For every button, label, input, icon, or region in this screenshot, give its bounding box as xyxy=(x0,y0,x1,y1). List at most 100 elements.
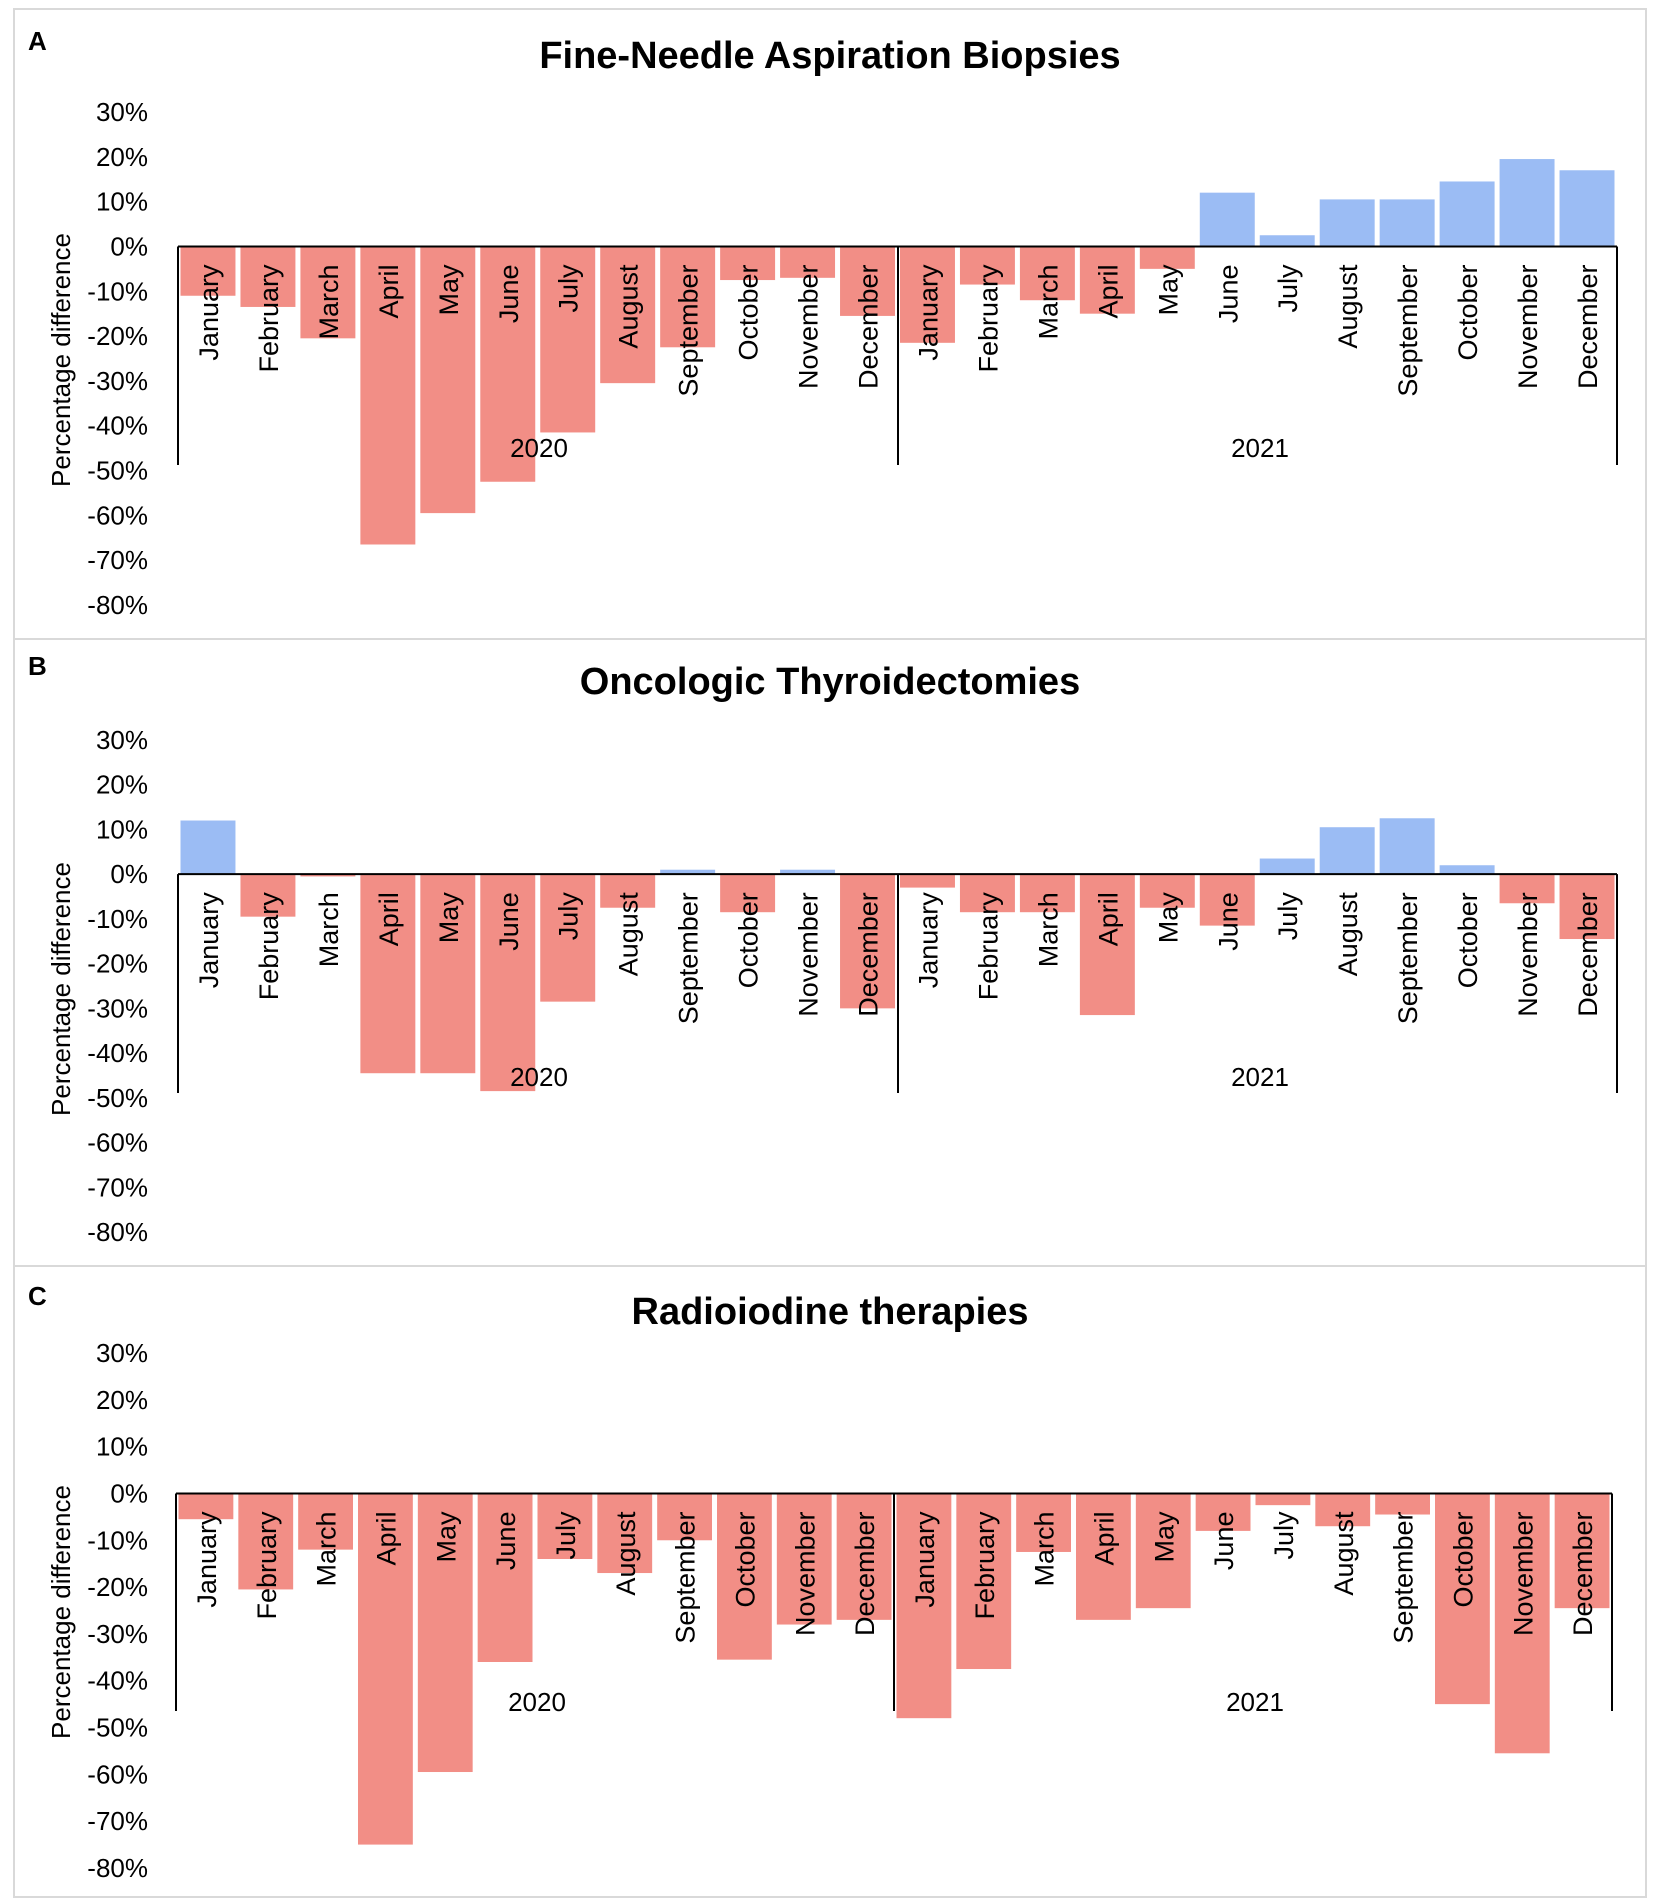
bar xyxy=(1135,1493,1191,1609)
month-label: July xyxy=(554,264,584,313)
bar xyxy=(956,1493,1012,1670)
bar xyxy=(1554,1493,1610,1609)
panel-b-letter: B xyxy=(28,651,47,681)
bar xyxy=(480,874,536,1092)
month-label: May xyxy=(1153,264,1183,316)
y-tick-label: -30% xyxy=(87,993,148,1023)
y-tick-label: -50% xyxy=(87,1083,148,1113)
bar xyxy=(240,874,296,917)
month-label: December xyxy=(854,264,884,389)
month-label: November xyxy=(794,892,824,1017)
panel-a-letter: A xyxy=(28,26,47,56)
bar xyxy=(298,1493,353,1550)
bar xyxy=(1499,874,1555,904)
bar xyxy=(840,874,895,1009)
bar xyxy=(1139,874,1195,908)
bar xyxy=(540,246,596,433)
bar xyxy=(1499,159,1555,247)
month-label: July xyxy=(1269,1511,1299,1560)
month-label: June xyxy=(491,1512,521,1571)
y-tick-label: 20% xyxy=(96,1385,148,1415)
month-label: April xyxy=(374,892,404,946)
y-tick-label: -40% xyxy=(87,411,148,441)
bar xyxy=(597,1493,653,1574)
month-label: October xyxy=(730,1511,760,1607)
bar xyxy=(238,1493,294,1590)
month-label: November xyxy=(1508,1511,1538,1636)
month-label: August xyxy=(614,264,644,349)
month-label: February xyxy=(254,264,284,373)
panel-a-bars xyxy=(180,159,1615,545)
y-tick-label: 30% xyxy=(96,725,148,755)
bar xyxy=(1199,192,1255,247)
month-label: February xyxy=(973,264,1003,373)
month-label: January xyxy=(914,264,944,361)
month-label: February xyxy=(973,892,1003,1001)
bar xyxy=(300,874,356,877)
bar xyxy=(780,869,836,875)
bar xyxy=(180,246,236,296)
y-tick-label: -70% xyxy=(87,545,148,575)
month-label: May xyxy=(1149,1511,1179,1563)
bar xyxy=(178,1493,234,1520)
month-label: September xyxy=(674,892,704,1024)
bar xyxy=(657,1493,712,1541)
month-label: January xyxy=(194,892,224,989)
panel-c-y-ticks: 30% 20% 10% 0% -10% -20% -30% -40% -50% -60% -70% -… xyxy=(87,1338,148,1883)
month-label: March xyxy=(314,265,344,340)
bar xyxy=(660,869,716,875)
y-tick-label: -60% xyxy=(87,500,148,530)
month-label: February xyxy=(252,1511,282,1620)
panel-b-y-ticks: 30% 20% 10% 0% -10% -20% -30% -40% -50% -60% -70% -… xyxy=(87,725,148,1247)
y-tick-label: -60% xyxy=(87,1128,148,1158)
y-tick-label: -10% xyxy=(87,1525,148,1555)
month-label: August xyxy=(1333,264,1363,349)
month-label: April xyxy=(1089,1512,1119,1566)
month-label: June xyxy=(1213,892,1243,951)
month-label: April xyxy=(374,265,404,319)
y-tick-label: -60% xyxy=(87,1759,148,1789)
month-label: May xyxy=(1153,892,1183,944)
bar xyxy=(600,246,656,384)
y-tick-label: -20% xyxy=(87,949,148,979)
bar xyxy=(900,246,955,343)
bar xyxy=(1199,874,1255,926)
bar xyxy=(360,246,416,545)
month-label: August xyxy=(1333,892,1363,977)
bar xyxy=(420,246,476,514)
month-label: February xyxy=(970,1511,1000,1620)
bar xyxy=(717,1493,772,1660)
bar xyxy=(959,874,1015,913)
bar xyxy=(1439,865,1495,875)
month-label: July xyxy=(1273,892,1303,941)
month-label: September xyxy=(1393,892,1423,1024)
month-label: March xyxy=(1033,265,1063,340)
bar xyxy=(477,1493,533,1662)
month-label: October xyxy=(734,892,764,988)
panel-a-month-labels: January February March April May June July Augu… xyxy=(194,264,1603,397)
month-label: January xyxy=(194,264,224,361)
month-label: July xyxy=(1273,264,1303,313)
bar xyxy=(900,874,955,888)
panel-b-axes xyxy=(177,873,1618,1093)
y-tick-label: -20% xyxy=(87,1572,148,1602)
bar xyxy=(720,874,776,913)
bar xyxy=(1079,874,1135,1016)
y-tick-label: 10% xyxy=(96,187,148,217)
y-tick-label: 10% xyxy=(96,1432,148,1462)
panel-c-bars xyxy=(178,1493,1610,1845)
bar xyxy=(896,1493,952,1719)
month-label: October xyxy=(1453,892,1483,988)
bar xyxy=(240,246,296,307)
y-tick-label: 30% xyxy=(96,97,148,127)
y-tick-label: 10% xyxy=(96,814,148,844)
month-label: May xyxy=(431,1511,461,1563)
month-label: January xyxy=(192,1511,222,1608)
y-tick-label: -50% xyxy=(87,456,148,486)
month-label: August xyxy=(611,1511,641,1596)
month-label: May xyxy=(434,892,464,944)
month-label: February xyxy=(254,892,284,1001)
panel-c-month-labels: January February March April May June July Augu… xyxy=(192,1511,1598,1644)
panel-a-year-2020: 2020 xyxy=(510,433,568,463)
y-tick-label: -80% xyxy=(87,1853,148,1883)
